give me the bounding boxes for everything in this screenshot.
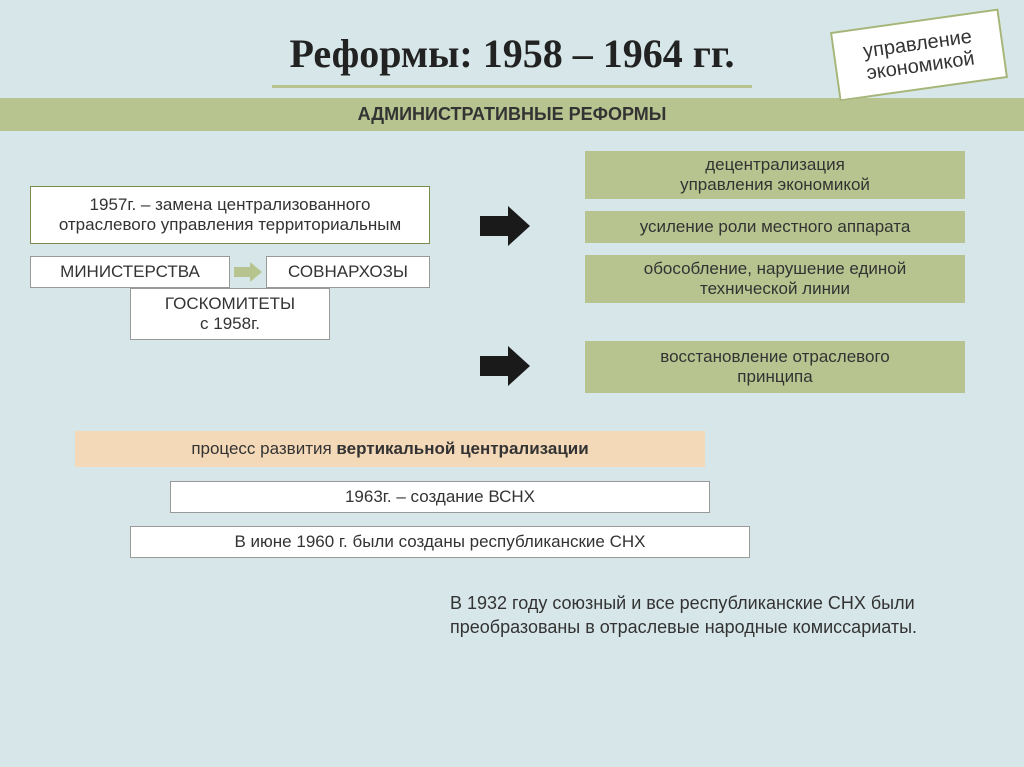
box-vsnkh-1963: 1963г. – создание ВСНХ: [170, 481, 710, 513]
box-decentralization: децентрализация управления экономикой: [585, 151, 965, 199]
box-reform-1957: 1957г. – замена централизованного отрасл…: [30, 186, 430, 244]
arrow-ministries-to-sovnarkhozy-icon: [234, 262, 262, 282]
title-underline: [272, 85, 752, 88]
process-bold: вертикальной централизации: [336, 439, 588, 458]
decentralization-line1: децентрализация: [705, 155, 845, 175]
process-prefix: процесс развития: [191, 439, 336, 458]
box-goskomitety: ГОСКОМИТЕТЫ с 1958г.: [130, 288, 330, 340]
goskomitety-line1: ГОСКОМИТЕТЫ: [165, 294, 295, 314]
footnote-text: В 1932 году союзный и все республикански…: [450, 591, 980, 640]
decentralization-line2: управления экономикой: [680, 175, 870, 195]
goskomitety-line2: с 1958г.: [200, 314, 260, 334]
arrow-to-restoration-icon: [480, 346, 530, 386]
box-sovnarkhozy: СОВНАРХОЗЫ: [266, 256, 430, 288]
diagram-area: 1957г. – замена централизованного отрасл…: [0, 131, 1024, 711]
reform-1957-text: 1957г. – замена централизованного отрасл…: [41, 195, 419, 235]
sovnarkhozy-text: СОВНАРХОЗЫ: [288, 262, 408, 282]
process-text: процесс развития вертикальной централиза…: [191, 439, 588, 459]
arrow-to-results-icon: [480, 206, 530, 246]
isolation-line2: технической линии: [700, 279, 850, 299]
box-ministries: МИНИСТЕРСТВА: [30, 256, 230, 288]
vsnkh-text: 1963г. – создание ВСНХ: [345, 487, 535, 507]
local-role-text: усиление роли местного аппарата: [640, 217, 911, 237]
section-header: АДМИНИСТРАТИВНЫЕ РЕФОРМЫ: [0, 98, 1024, 131]
box-vertical-centralization: процесс развития вертикальной централиза…: [75, 431, 705, 467]
box-republican-snkh: В июне 1960 г. были созданы республиканс…: [130, 526, 750, 558]
republican-text: В июне 1960 г. были созданы республиканс…: [234, 532, 645, 552]
ministries-text: МИНИСТЕРСТВА: [60, 262, 200, 282]
box-restoration: восстановление отраслевого принципа: [585, 341, 965, 393]
restoration-line1: восстановление отраслевого: [660, 347, 890, 367]
isolation-line1: обособление, нарушение единой: [644, 259, 907, 279]
box-local-role: усиление роли местного аппарата: [585, 211, 965, 243]
box-isolation: обособление, нарушение единой техническо…: [585, 255, 965, 303]
restoration-line2: принципа: [737, 367, 812, 387]
